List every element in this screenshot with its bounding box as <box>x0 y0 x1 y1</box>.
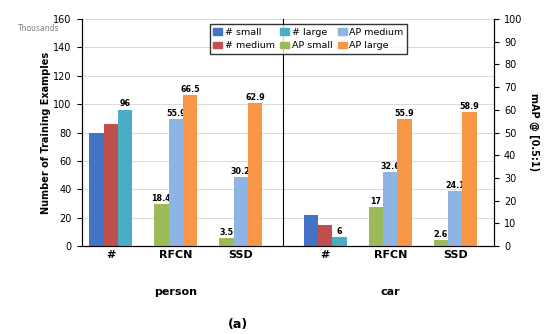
Text: 2.6: 2.6 <box>434 230 448 239</box>
Text: 96: 96 <box>120 100 131 109</box>
Text: 24.1: 24.1 <box>445 181 465 190</box>
Text: 17: 17 <box>371 197 382 206</box>
Text: person: person <box>154 287 197 297</box>
Y-axis label: Number of Training Examples: Number of Training Examples <box>40 51 50 213</box>
Text: (a): (a) <box>228 318 248 331</box>
Bar <box>155 204 168 246</box>
Bar <box>318 225 332 246</box>
Legend: # small, # medium, # large, AP small, AP medium, AP large: # small, # medium, # large, AP small, AP… <box>209 24 407 54</box>
Text: 58.9: 58.9 <box>460 102 479 111</box>
Text: 3.5: 3.5 <box>219 228 234 237</box>
Bar <box>397 119 412 246</box>
Bar <box>104 124 118 246</box>
Bar <box>369 207 383 246</box>
Bar <box>332 237 347 246</box>
Text: 66.5: 66.5 <box>180 85 200 94</box>
Text: 30.2: 30.2 <box>231 167 250 176</box>
Bar <box>168 119 183 246</box>
Bar <box>89 133 104 246</box>
Y-axis label: mAP @ [0.5:1): mAP @ [0.5:1) <box>529 94 539 172</box>
Bar <box>219 238 234 246</box>
Bar <box>234 177 248 246</box>
Bar <box>248 103 262 246</box>
Bar <box>434 240 448 246</box>
Text: 55.9: 55.9 <box>395 109 414 118</box>
Bar <box>118 110 132 246</box>
Bar <box>304 215 318 246</box>
Text: 32.6: 32.6 <box>381 162 400 171</box>
Text: car: car <box>381 287 400 297</box>
Text: 62.9: 62.9 <box>245 93 265 102</box>
Text: 18.4: 18.4 <box>152 194 171 203</box>
Bar <box>183 95 197 246</box>
Bar <box>448 191 463 246</box>
Text: 55.9: 55.9 <box>166 109 186 118</box>
Text: 6: 6 <box>337 227 342 236</box>
Bar <box>463 112 476 246</box>
Bar <box>383 172 397 246</box>
Text: Thousands: Thousands <box>18 23 59 32</box>
